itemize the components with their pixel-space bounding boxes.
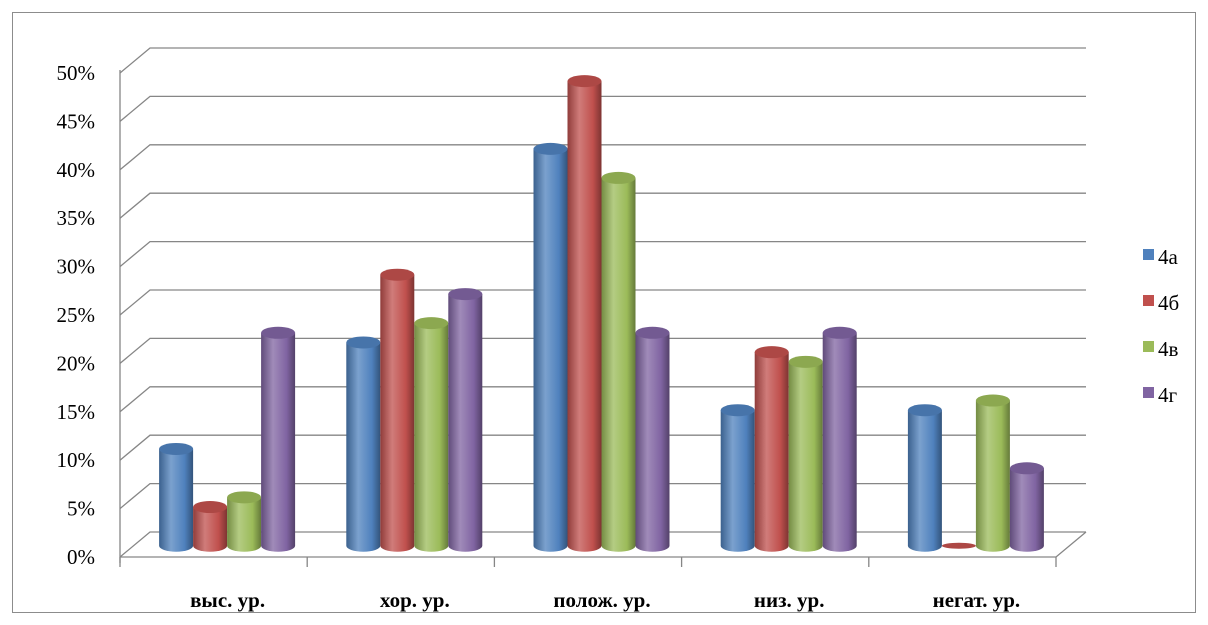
y-tick-labels: 0% 5% 10% 15% 20% 25% 30% 35% 40% 45% 50% bbox=[57, 61, 96, 569]
gridline bbox=[119, 47, 1086, 74]
x-tick-label: хор. ур. bbox=[380, 588, 450, 612]
bar bbox=[448, 288, 483, 552]
legend-swatch bbox=[1143, 295, 1154, 306]
bar bbox=[788, 355, 823, 552]
y-tick-label: 45% bbox=[57, 109, 96, 133]
legend-swatch bbox=[1143, 249, 1154, 260]
y-tick-label: 20% bbox=[57, 351, 96, 375]
y-tick-label: 50% bbox=[57, 61, 96, 85]
bar bbox=[567, 75, 602, 552]
legend-label: 4а bbox=[1158, 245, 1179, 269]
bar bbox=[720, 404, 755, 552]
bar bbox=[414, 317, 449, 552]
x-tick-label: негат. ур. bbox=[933, 588, 1021, 612]
gridlines bbox=[119, 47, 1086, 558]
y-tick-label: 30% bbox=[57, 255, 96, 279]
bar bbox=[533, 142, 568, 552]
y-tick-label: 5% bbox=[67, 497, 95, 521]
bar bbox=[941, 542, 976, 549]
legend-label: 4в bbox=[1158, 337, 1179, 361]
bar bbox=[380, 268, 415, 552]
legend-swatch bbox=[1143, 387, 1154, 398]
bar bbox=[754, 346, 789, 552]
legend-label: 4б bbox=[1158, 291, 1179, 315]
gridline bbox=[119, 240, 1086, 268]
x-tick-label: низ. ур. bbox=[754, 588, 825, 612]
x-tick-labels: выс. ур. хор. ур. полож. ур. низ. ур. негат.… bbox=[190, 588, 1020, 612]
bar bbox=[1009, 462, 1044, 552]
bar bbox=[601, 171, 636, 552]
legend-swatch bbox=[1143, 341, 1154, 352]
axes bbox=[119, 70, 1087, 567]
bar bbox=[227, 491, 262, 552]
y-tick-label: 35% bbox=[57, 206, 96, 230]
gridline bbox=[119, 337, 1086, 364]
bar bbox=[975, 394, 1010, 552]
bar bbox=[907, 404, 942, 552]
x-tick-label: полож. ур. bbox=[553, 588, 650, 612]
bar bbox=[159, 442, 194, 552]
y-tick-label: 0% bbox=[67, 545, 95, 569]
gridline bbox=[119, 289, 1086, 316]
bar bbox=[261, 326, 296, 552]
legend: 4а 4б 4в 4г bbox=[1143, 245, 1179, 407]
bar bbox=[193, 501, 228, 552]
bars bbox=[159, 75, 1044, 552]
gridline bbox=[119, 192, 1086, 219]
y-tick-label: 25% bbox=[57, 303, 96, 327]
bar bbox=[822, 326, 857, 552]
legend-label: 4г bbox=[1158, 383, 1178, 407]
y-tick-label: 40% bbox=[57, 158, 96, 182]
bar-chart: 0% 5% 10% 15% 20% 25% 30% 35% 40% 45% 50% выс. ур.… bbox=[57, 47, 1179, 612]
bar bbox=[346, 336, 381, 552]
y-tick-label: 10% bbox=[57, 448, 96, 472]
chart-frame: 0% 5% 10% 15% 20% 25% 30% 35% 40% 45% 50% выс. ур.… bbox=[12, 12, 1196, 613]
x-tick-label: выс. ур. bbox=[190, 588, 265, 612]
y-tick-label: 15% bbox=[57, 400, 96, 424]
gridline bbox=[119, 144, 1086, 171]
bar bbox=[635, 326, 670, 552]
gridline bbox=[119, 95, 1086, 122]
